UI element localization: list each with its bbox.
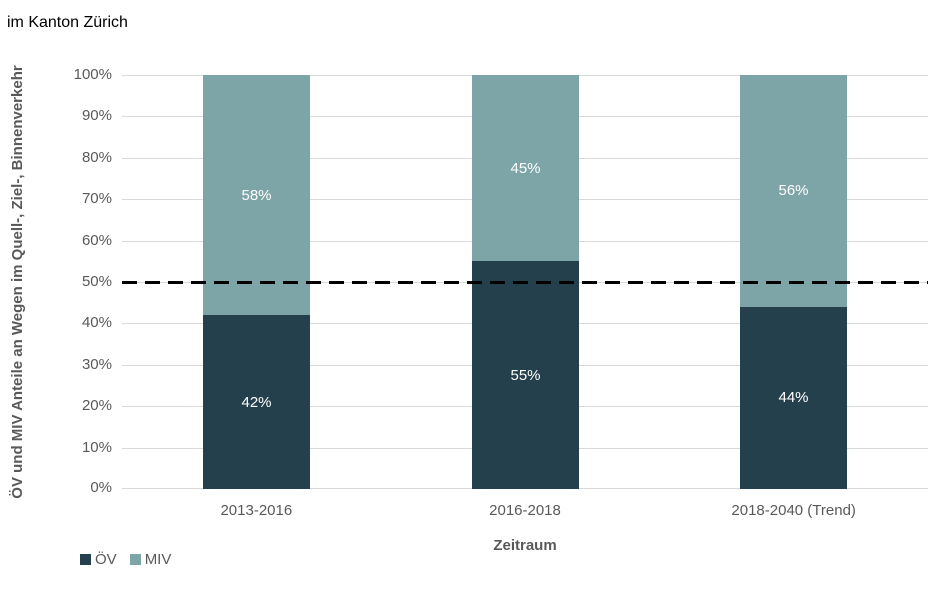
y-tick-label: 80% — [81, 149, 112, 166]
bar-segment: 58% — [203, 75, 310, 316]
bar-value-label: 44% — [778, 389, 809, 407]
y-tick-label: 100% — [73, 66, 112, 83]
y-tick-label: 60% — [81, 232, 112, 249]
y-tick-label: 40% — [81, 314, 112, 331]
y-tick-label: 30% — [81, 356, 112, 373]
legend-item: ÖV — [80, 551, 117, 568]
bar-value-label: 42% — [241, 393, 272, 411]
y-tick-label: 70% — [81, 190, 112, 207]
x-tick-label: 2013-2016 — [220, 502, 293, 519]
legend-item: MIV — [129, 551, 172, 568]
reference-line-50pct — [122, 281, 928, 284]
y-tick-label: 50% — [81, 273, 112, 290]
bar-segment: 44% — [740, 306, 847, 489]
legend: ÖV MIV — [80, 551, 171, 568]
legend-label: ÖV — [95, 551, 117, 568]
bar-segment: 56% — [740, 75, 847, 307]
legend-swatch — [129, 554, 141, 565]
bar-value-label: 56% — [778, 182, 809, 200]
x-axis-title: Zeitraum — [493, 537, 557, 554]
bar-segment: 45% — [472, 75, 579, 262]
y-tick-label: 10% — [81, 439, 112, 456]
bar-value-label: 45% — [510, 159, 541, 177]
legend-swatch — [80, 554, 91, 565]
y-tick-label: 0% — [90, 479, 112, 496]
plot-area: 42% 58% 55% 45% 44% 56% — [122, 75, 928, 489]
bar-value-label: 55% — [510, 366, 541, 384]
y-tick-label: 20% — [81, 397, 112, 414]
x-tick-label: 2018-2040 (Trend) — [731, 502, 856, 519]
y-tick-label: 90% — [81, 107, 112, 124]
bar-segment: 42% — [203, 315, 310, 489]
bar-value-label: 58% — [241, 186, 272, 204]
y-axis-label: ÖV und MIV Anteile an Wegen im Quell-, Z… — [9, 65, 26, 499]
legend-label: MIV — [144, 551, 172, 568]
x-tick-label: 2016-2018 — [489, 502, 561, 519]
chart-title: im Kanton Zürich — [7, 14, 128, 31]
bar-segment: 55% — [472, 261, 579, 489]
